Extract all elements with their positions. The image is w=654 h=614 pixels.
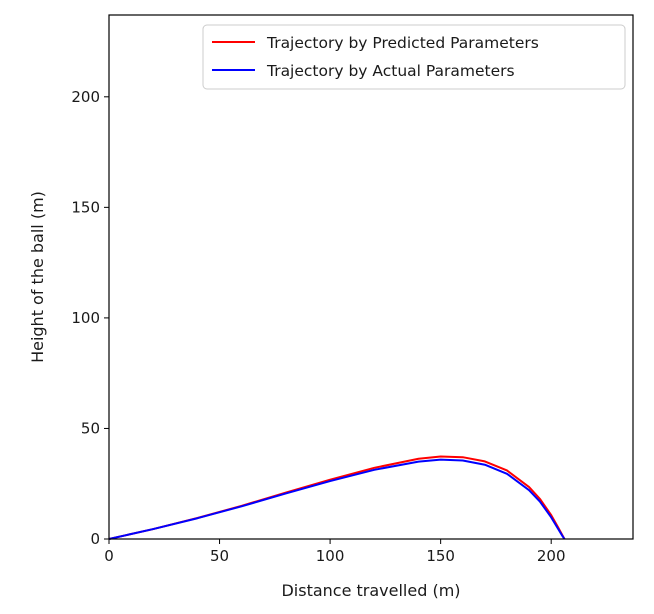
- x-axis-label: Distance travelled (m): [281, 581, 460, 600]
- x-tick-label: 200: [537, 547, 566, 565]
- y-tick-label: 50: [81, 419, 100, 437]
- legend-label-actual: Trajectory by Actual Parameters: [266, 62, 515, 80]
- legend-label-predicted: Trajectory by Predicted Parameters: [266, 34, 539, 52]
- plot-background: [109, 15, 633, 539]
- y-tick-label: 100: [71, 309, 100, 327]
- x-tick-label: 100: [316, 547, 345, 565]
- y-axis-label: Height of the ball (m): [28, 191, 47, 363]
- legend: Trajectory by Predicted Parameters Traje…: [202, 24, 626, 90]
- y-tick-label: 150: [71, 198, 100, 216]
- y-tick-label: 0: [90, 530, 100, 548]
- tick-layer: 0 50 100 150 200 0 50 100 150 200: [71, 88, 565, 565]
- y-tick-label: 200: [71, 88, 100, 106]
- series-layer: [108, 455, 566, 540]
- x-tick-label: 50: [210, 547, 229, 565]
- x-tick-label: 150: [426, 547, 455, 565]
- x-tick-label: 0: [104, 547, 114, 565]
- series-line-actual: [108, 458, 566, 540]
- legend-frame: [202, 24, 626, 90]
- plot-frame: [108, 14, 634, 540]
